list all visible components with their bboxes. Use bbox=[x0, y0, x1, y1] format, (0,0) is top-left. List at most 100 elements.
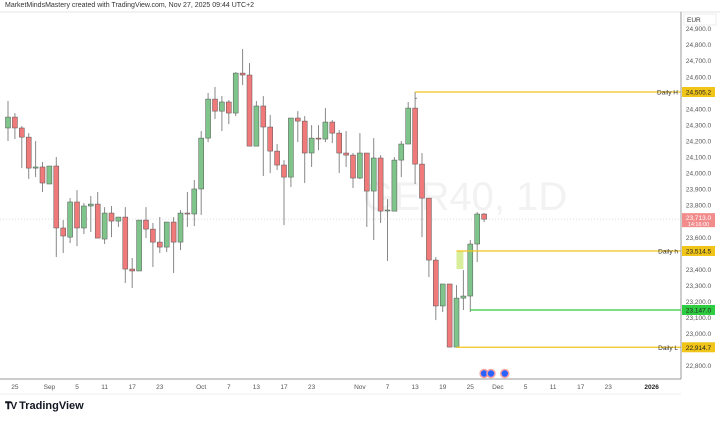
candle-down bbox=[246, 74, 253, 147]
price-tick-label: 24,600.0 bbox=[686, 74, 712, 81]
price-tick-label: 24,400.0 bbox=[686, 106, 712, 113]
candle-down bbox=[336, 132, 342, 154]
price-tick-label: 23,100.0 bbox=[686, 315, 712, 322]
candle-down bbox=[170, 221, 177, 243]
candle-down bbox=[226, 101, 232, 114]
level-price-label: 23,147.0 bbox=[686, 307, 712, 314]
candle-up bbox=[384, 209, 391, 212]
time-tick-label: 11 bbox=[550, 384, 557, 391]
price-tick-label: 23,800.0 bbox=[686, 203, 712, 210]
time-tick-label: 25 bbox=[11, 384, 19, 391]
time-tick-label: Sep bbox=[44, 384, 56, 391]
candle-down bbox=[315, 137, 322, 140]
candle-up bbox=[32, 166, 39, 169]
candle-up bbox=[136, 219, 142, 272]
candle-down bbox=[419, 163, 425, 199]
tradingview-logo-icon: 𝐓V bbox=[5, 400, 17, 412]
candle-down bbox=[143, 219, 149, 230]
tradingview-logo[interactable]: 𝐓V TradingView bbox=[5, 400, 84, 412]
candle-up bbox=[288, 117, 294, 178]
time-tick-label: 13 bbox=[253, 384, 261, 391]
candle-down bbox=[25, 136, 32, 169]
level-price-tag bbox=[682, 246, 715, 257]
candle-up bbox=[46, 165, 53, 185]
price-tick-label: 24,100.0 bbox=[686, 155, 712, 162]
candle-down bbox=[122, 216, 129, 270]
price-tick-label: 23,200.0 bbox=[686, 299, 712, 306]
candle-down bbox=[74, 201, 80, 229]
candle-up bbox=[115, 216, 122, 222]
candle-down bbox=[39, 166, 46, 184]
candle-down bbox=[481, 213, 487, 220]
candle-down bbox=[260, 105, 267, 128]
candle-up bbox=[177, 212, 184, 243]
time-tick-label: Oct bbox=[196, 384, 206, 391]
level-price-label: 22,914.7 bbox=[686, 345, 712, 352]
candle-up bbox=[467, 243, 474, 297]
price-tick-label: 24,900.0 bbox=[686, 26, 712, 33]
candle-down bbox=[239, 72, 246, 76]
candle-up bbox=[391, 159, 398, 212]
time-tick-label: 11 bbox=[101, 384, 108, 391]
candle-down bbox=[377, 157, 384, 212]
level-price-label: 24,505.2 bbox=[686, 90, 712, 97]
candle-down bbox=[150, 228, 156, 243]
time-tick-label: 2026 bbox=[644, 384, 659, 391]
candle-up bbox=[198, 137, 204, 190]
time-tick-label: 23 bbox=[156, 384, 164, 391]
candle-up bbox=[474, 213, 480, 245]
candle-down bbox=[301, 120, 308, 154]
candle-down bbox=[274, 150, 280, 166]
price-tick-label: 23,400.0 bbox=[686, 267, 712, 274]
candle-up bbox=[370, 157, 377, 192]
price-tick-label: 24,200.0 bbox=[686, 138, 712, 145]
time-tick-label: 13 bbox=[411, 384, 419, 391]
candle-down bbox=[364, 152, 370, 192]
candle-up bbox=[88, 203, 94, 207]
currency-box bbox=[683, 13, 717, 26]
candle-down bbox=[53, 165, 60, 229]
candle-down bbox=[129, 268, 135, 272]
candle-down bbox=[60, 227, 66, 237]
event-icon[interactable] bbox=[500, 368, 510, 379]
price-tick-label: 23,000.0 bbox=[686, 331, 712, 338]
event-icon[interactable] bbox=[486, 368, 496, 379]
time-tick-label: 5 bbox=[75, 384, 79, 391]
logo-text: TradingView bbox=[19, 400, 84, 412]
currency-label: EUR bbox=[687, 17, 701, 24]
candle-up bbox=[460, 295, 467, 299]
level-label: Daily h bbox=[658, 249, 678, 256]
level-price-tag bbox=[682, 304, 715, 315]
last-price-label: 23,713.0 bbox=[686, 215, 712, 222]
candle-down bbox=[329, 121, 336, 134]
time-tick-label: 17 bbox=[280, 384, 288, 391]
price-tick-label: 24,000.0 bbox=[686, 171, 712, 178]
candle-down bbox=[295, 117, 301, 122]
time-tick-label: 7 bbox=[227, 384, 231, 391]
candle-down bbox=[433, 259, 439, 307]
candle-up bbox=[101, 212, 108, 240]
time-tick-label: 23 bbox=[308, 384, 316, 391]
candle-down bbox=[12, 116, 18, 129]
last-price-tag bbox=[682, 213, 715, 228]
price-tick-label: 22,800.0 bbox=[686, 363, 712, 370]
candle-up bbox=[232, 72, 239, 114]
price-tick-label: 23,300.0 bbox=[686, 283, 712, 290]
price-tick-label: 24,800.0 bbox=[686, 42, 712, 49]
candle-up bbox=[81, 205, 87, 229]
candle-down bbox=[184, 212, 191, 215]
candle-down bbox=[108, 212, 115, 222]
candle-down bbox=[343, 152, 349, 156]
time-tick-label: 7 bbox=[386, 384, 390, 391]
candle-up bbox=[322, 121, 329, 140]
level-label: Daily L bbox=[658, 345, 678, 352]
candle-up bbox=[67, 201, 73, 238]
level-price-tag bbox=[682, 342, 715, 353]
chart-caption: MarketMindsMastery created with TradingV… bbox=[5, 2, 255, 9]
candle-up bbox=[191, 188, 198, 215]
price-tick-label: 23,600.0 bbox=[686, 235, 712, 242]
candle-up bbox=[405, 107, 411, 145]
countdown-label: 14:16:00 bbox=[688, 222, 709, 228]
price-tick-label: 24,300.0 bbox=[686, 122, 712, 129]
